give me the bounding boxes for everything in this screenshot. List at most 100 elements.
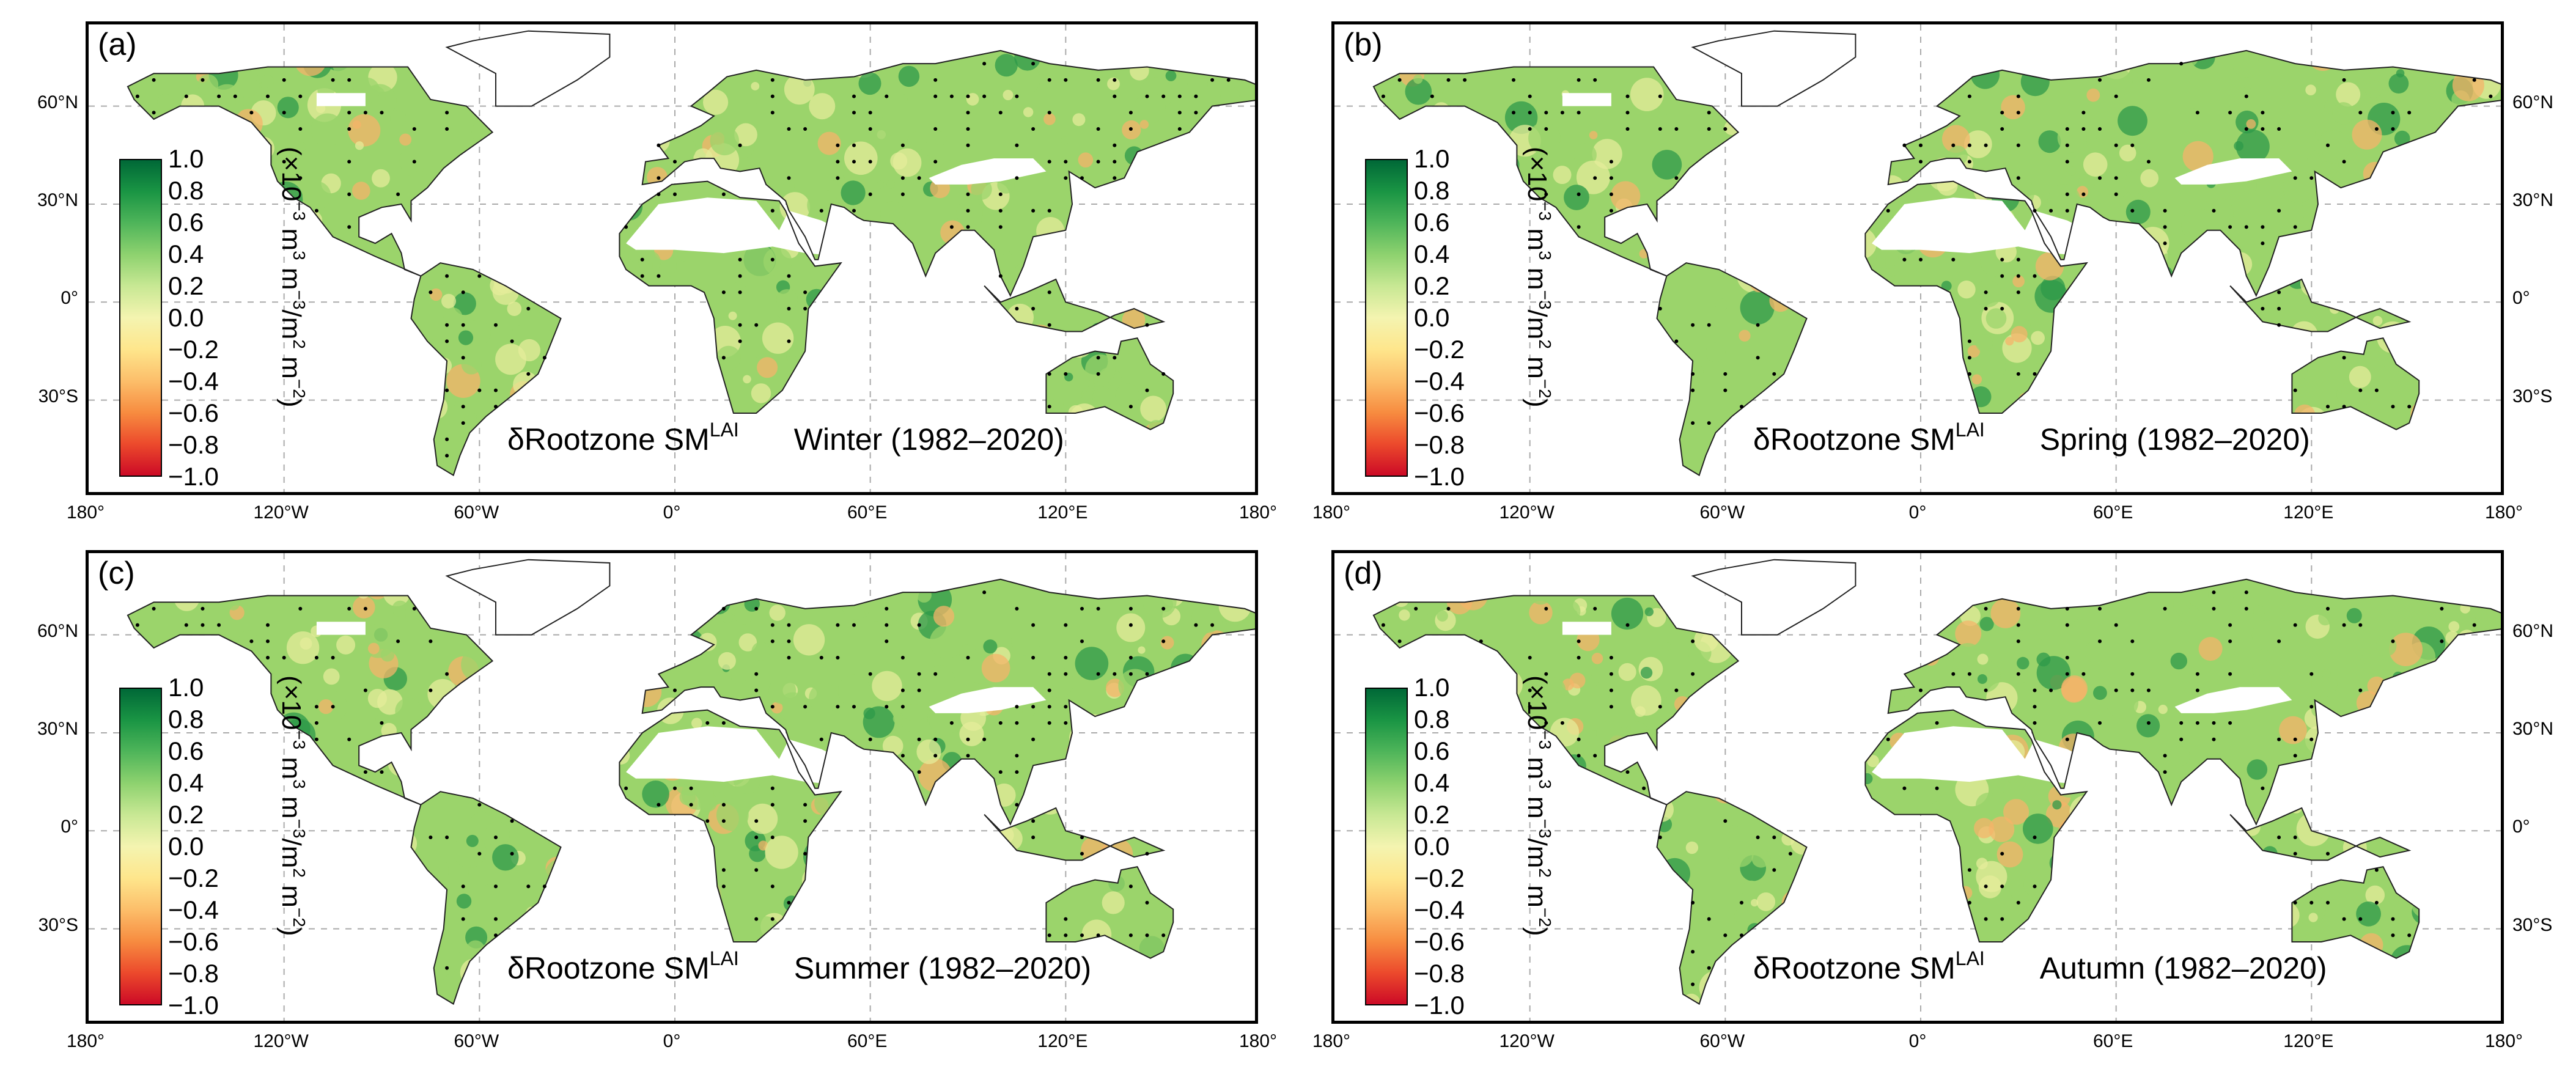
coastline (619, 180, 842, 414)
longitude-tick-label: 180° (66, 1031, 105, 1051)
map-frame[interactable] (86, 21, 1258, 495)
longitude-tick-label: 0° (663, 1031, 681, 1051)
longitude-tick-label: 120°E (2283, 502, 2334, 523)
map-title: δRootzone SMLAI Autumn (1982–2020) (1753, 947, 2327, 986)
season-label: Winter (1982–2020) (793, 422, 1064, 457)
colorbar-tick-label: 0.4 (1414, 768, 1450, 797)
colorbar-tick-label: 0.4 (168, 768, 204, 797)
variable-superscript: LAI (709, 947, 739, 969)
map-frame[interactable] (1331, 550, 2504, 1024)
coastline (984, 278, 1166, 332)
colorbar-tick-label: 0.2 (168, 271, 204, 300)
longitude-tick-label: 180° (2484, 502, 2523, 523)
world-map (1334, 553, 2501, 1021)
coastline (410, 262, 562, 477)
significance-dots (1381, 62, 2493, 425)
land-greenland (1693, 31, 1856, 106)
latitude-tick-label: 30°N (2512, 718, 2554, 739)
panel-label: (a) (98, 27, 137, 62)
desert-mask (316, 622, 366, 635)
coastline (1045, 865, 1174, 959)
latitude-tick-label: 0° (2512, 817, 2530, 837)
latitude-tick-label: 60°N (2512, 620, 2554, 641)
colorbar-tick-label: 0.6 (168, 737, 204, 765)
colorbar-tick-label: −0.8 (1414, 959, 1465, 988)
colorbar (1365, 159, 1408, 477)
colorbar-tick-label: 1.0 (168, 673, 204, 702)
coastline (619, 709, 842, 942)
longitude-tick-label: 0° (1908, 502, 1927, 523)
colorbar-tick-label: 1.0 (1414, 144, 1450, 173)
map-title: δRootzone SMLAI Spring (1982–2020) (1753, 419, 2310, 457)
land-northAmerica (127, 595, 493, 805)
coastline (2291, 337, 2420, 430)
desert-mask (316, 93, 366, 106)
longitude-tick-label: 60°E (847, 1031, 888, 1051)
coastline (1372, 595, 1740, 806)
colorbar-tick-label: −1.0 (168, 991, 219, 1019)
world-map (89, 553, 1255, 1021)
land-greenland (1693, 559, 1856, 635)
longitude-tick-label: 0° (663, 502, 681, 523)
desert-mask (929, 687, 1047, 713)
desert-mask (1562, 622, 1611, 635)
colorbar-tick-label: −0.2 (1414, 335, 1465, 364)
latitude-tick-label: 0° (61, 817, 78, 837)
longitude-tick-label: 180° (1312, 502, 1351, 523)
longitude-tick-label: 60°E (2092, 502, 2133, 523)
colorbar-unit-label: (×10−3 m3 m−3/m2 m−2) (1522, 147, 1555, 408)
variable-name: δRootzone SM (1753, 422, 1956, 457)
latitude-tick-label: 30°N (37, 718, 78, 739)
colorbar-tick-label: 0.0 (1414, 832, 1450, 861)
colorbar-tick-label: −0.6 (168, 399, 219, 427)
season-label: Autumn (1982–2020) (2039, 951, 2327, 985)
desert-mask (2174, 687, 2292, 713)
colorbar-tick-label: 0.0 (168, 832, 204, 861)
map-frame[interactable] (1331, 21, 2504, 495)
longitude-tick-label: 60°E (847, 502, 888, 523)
latitude-tick-label: 30°S (2512, 386, 2553, 406)
latitude-tick-label: 60°N (37, 620, 78, 641)
colorbar-tick-label: 0.0 (1414, 303, 1450, 332)
coastline (127, 66, 494, 277)
latitude-tick-label: 0° (2512, 288, 2530, 309)
world-map (89, 24, 1255, 492)
colorbar-unit-label: (×10−3 m3 m−3/m2 m−2) (276, 675, 309, 936)
map-title: δRootzone SMLAI Summer (1982–2020) (507, 947, 1091, 986)
longitude-tick-label: 120°E (1037, 1031, 1088, 1051)
latitude-tick-label: 30°N (37, 189, 78, 210)
colorbar-tick-label: −0.8 (1414, 430, 1465, 459)
longitude-tick-label: 120°E (2283, 1031, 2334, 1051)
coastline (410, 791, 562, 1005)
coastline (1656, 262, 1808, 477)
coastline (641, 50, 1255, 297)
colorbar-tick-label: 0.4 (168, 240, 204, 268)
colorbar-tick-label: 0.8 (1414, 705, 1450, 733)
latitude-tick-label: 60°N (37, 92, 78, 112)
colorbar-tick-label: 0.6 (168, 208, 204, 237)
world-map (1334, 24, 2501, 492)
coastline (1656, 791, 1808, 1005)
longitude-tick-label: 60°W (454, 502, 499, 523)
coastline (984, 807, 1166, 861)
desert-mask (626, 197, 854, 257)
desert-mask (2174, 158, 2292, 185)
colorbar-tick-label: 0.2 (1414, 800, 1450, 829)
coastline (1864, 180, 2088, 414)
longitude-tick-label: 60°W (454, 1031, 499, 1051)
colorbar-tick-label: 0.2 (168, 800, 204, 829)
colorbar-tick-label: 0.0 (168, 303, 204, 332)
colorbar-tick-label: −0.8 (168, 430, 219, 459)
colorbar (119, 688, 162, 1005)
colorbar-tick-label: 0.2 (1414, 271, 1450, 300)
map-frame[interactable] (86, 550, 1258, 1024)
variable-superscript: LAI (1955, 419, 1985, 441)
coastline (1045, 337, 1174, 430)
longitude-tick-label: 0° (1908, 1031, 1927, 1051)
colorbar-tick-label: −1.0 (1414, 991, 1465, 1019)
longitude-tick-label: 120°W (1499, 1031, 1555, 1051)
colorbar-tick-label: −0.4 (1414, 895, 1465, 924)
colorbar (119, 159, 162, 477)
longitude-tick-label: 120°W (253, 1031, 309, 1051)
desert-mask (626, 726, 854, 785)
